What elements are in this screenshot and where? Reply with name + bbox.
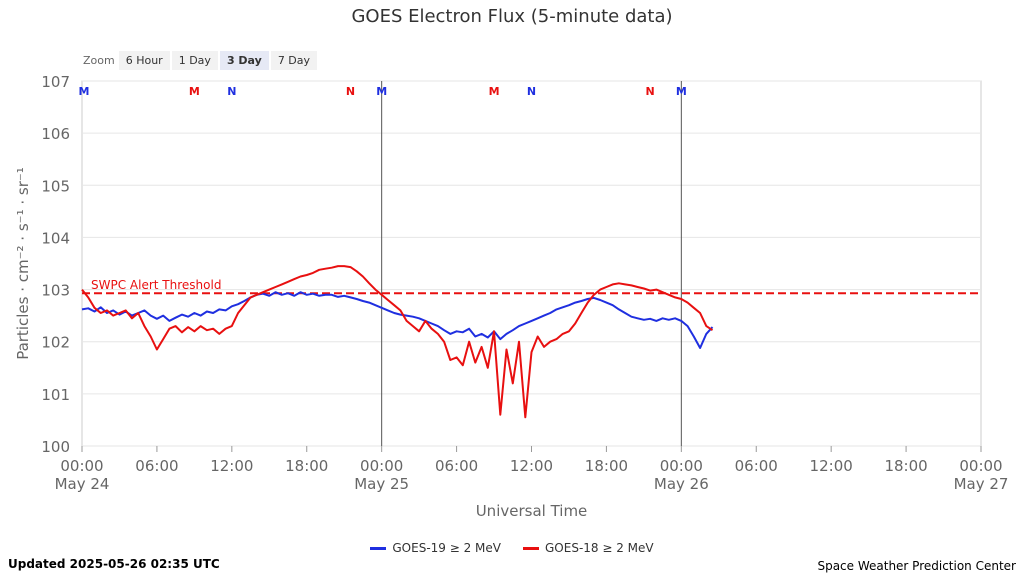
x-tick-date-label: May 27 [954, 475, 1009, 493]
legend-swatch-goes18 [523, 546, 539, 550]
event-marker-n: N [527, 85, 536, 98]
series-line-goes19 [81, 291, 714, 349]
x-tick-date-label: May 26 [654, 475, 709, 493]
x-tick-label: 06:00 [735, 457, 778, 475]
x-tick-label: 12:00 [210, 457, 253, 475]
x-tick-label: 18:00 [884, 457, 927, 475]
x-tick-label: 00:00 [660, 457, 703, 475]
series-line-goes18 [81, 265, 714, 419]
legend-item-goes18[interactable]: GOES-18 ≥ 2 MeV [523, 541, 654, 555]
y-tick-label: 102 [41, 334, 70, 352]
event-marker-m: M [489, 85, 500, 98]
chart-title: GOES Electron Flux (5-minute data) [351, 6, 673, 27]
y-tick-label: 105 [41, 177, 70, 195]
x-tick-label: 18:00 [285, 457, 328, 475]
y-tick-label: 101 [41, 386, 70, 404]
x-tick-label: 00:00 [959, 457, 1002, 475]
x-tick-label: 00:00 [60, 457, 103, 475]
y-tick-label: 100 [41, 438, 70, 456]
legend: GOES-19 ≥ 2 MeV GOES-18 ≥ 2 MeV [0, 541, 1024, 555]
legend-item-goes19[interactable]: GOES-19 ≥ 2 MeV [370, 541, 501, 555]
zoom-3-day-button[interactable]: 3 Day [219, 50, 269, 70]
y-tick-label: 103 [41, 282, 70, 300]
event-marker-m: M [676, 85, 687, 98]
x-tick-label: 00:00 [360, 457, 403, 475]
updated-timestamp: Updated 2025-05-26 02:35 UTC [8, 557, 220, 571]
x-tick-label: 12:00 [810, 457, 853, 475]
x-tick-label: 06:00 [435, 457, 478, 475]
x-tick-date-label: May 24 [55, 475, 110, 493]
zoom-7-day-button[interactable]: 7 Day [270, 50, 318, 70]
y-tick-label: 107 [41, 73, 70, 91]
event-marker-m: M [79, 85, 90, 98]
x-tick-label: 06:00 [135, 457, 178, 475]
y-tick-label: 106 [41, 125, 70, 143]
legend-label-goes19: GOES-19 ≥ 2 MeV [392, 541, 501, 555]
alert-threshold-label: SWPC Alert Threshold [91, 278, 221, 292]
x-axis-label: Universal Time [476, 502, 588, 520]
zoom-label: Zoom [83, 53, 115, 67]
x-tick-date-label: May 25 [354, 475, 409, 493]
legend-label-goes18: GOES-18 ≥ 2 MeV [545, 541, 654, 555]
zoom-1-day-button[interactable]: 1 Day [171, 50, 218, 70]
x-tick-label: 12:00 [510, 457, 553, 475]
event-marker-n: N [346, 85, 355, 98]
event-marker-m: M [189, 85, 200, 98]
plot-area [81, 80, 982, 447]
event-marker-n: N [646, 85, 655, 98]
credit-text: Space Weather Prediction Center [817, 559, 1016, 573]
y-tick-label: 104 [41, 229, 70, 247]
y-axis-label: Particles · cm⁻² · s⁻¹ · sr⁻¹ [14, 167, 32, 360]
zoom-6-hour-button[interactable]: 6 Hour [118, 50, 170, 70]
event-marker-n: N [227, 85, 236, 98]
zoom-controls: Zoom 6 Hour 1 Day 3 Day 7 Day [83, 50, 319, 70]
legend-swatch-goes19 [370, 546, 387, 550]
x-tick-label: 18:00 [585, 457, 628, 475]
event-marker-m: M [376, 85, 387, 98]
